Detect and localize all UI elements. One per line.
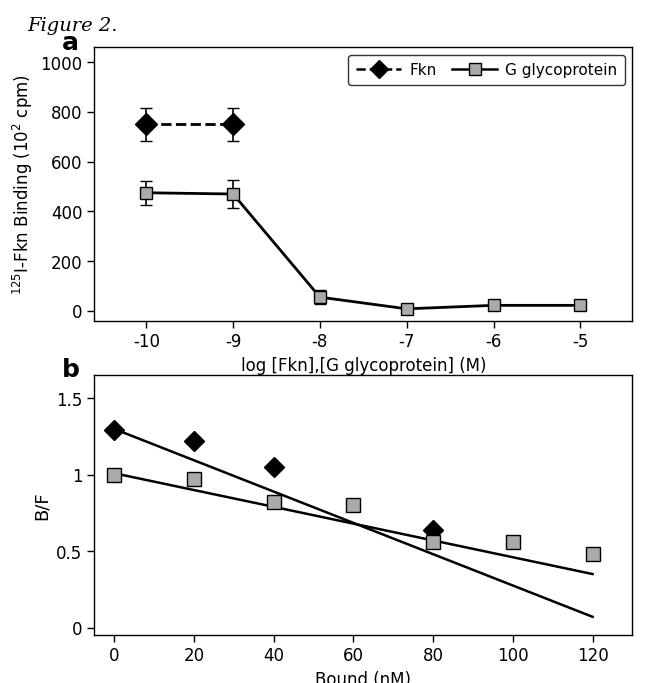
Text: Figure 2.: Figure 2. (27, 17, 118, 35)
X-axis label: log [Fkn],[G glycoprotein] (M): log [Fkn],[G glycoprotein] (M) (241, 357, 485, 374)
Legend: Fkn, G glycoprotein: Fkn, G glycoprotein (347, 55, 624, 85)
Y-axis label: B/F: B/F (32, 491, 50, 520)
Y-axis label: $^{125}$I-Fkn Binding (10$^2$ cpm): $^{125}$I-Fkn Binding (10$^2$ cpm) (11, 74, 35, 295)
Text: b: b (62, 357, 80, 382)
X-axis label: Bound (nM): Bound (nM) (315, 671, 411, 683)
Text: a: a (62, 31, 79, 55)
